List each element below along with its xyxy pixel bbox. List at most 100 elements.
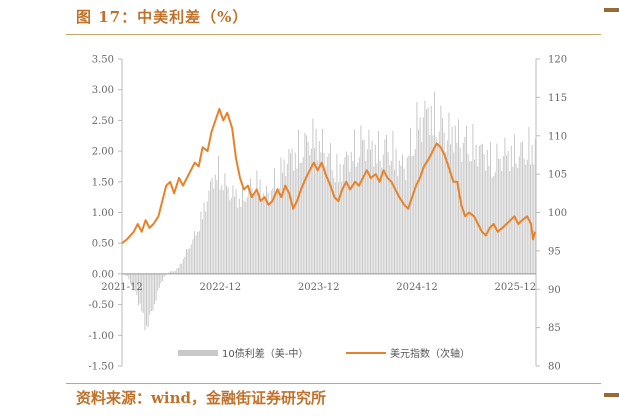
title-rule — [66, 34, 601, 35]
spread-bar — [147, 273, 149, 328]
spread-bar — [378, 131, 379, 274]
spread-bar — [360, 125, 362, 274]
x-tick-label: 2021-12 — [101, 282, 143, 293]
legend-spread-label: 10债利差（美-中） — [222, 347, 308, 360]
spread-bar — [237, 207, 239, 274]
spread-bar — [179, 264, 181, 274]
spread-bar — [253, 193, 255, 274]
spread-bar — [501, 171, 503, 274]
spread-bar — [262, 193, 264, 274]
right-tick-label: 115 — [548, 93, 567, 104]
spread-bar — [477, 166, 479, 274]
spread-bar — [275, 190, 277, 274]
spread-bar — [480, 144, 482, 274]
spread-bar — [203, 202, 205, 274]
spread-bar — [334, 182, 336, 274]
spread-bar — [259, 179, 261, 274]
spread-bar — [381, 167, 383, 274]
spread-bar — [422, 117, 424, 274]
spread-bar — [446, 140, 448, 274]
spread-bar — [451, 126, 453, 274]
spread-bar — [158, 273, 160, 288]
spread-bar — [150, 273, 152, 312]
spread-bar — [498, 158, 499, 274]
next-source-edge — [604, 393, 619, 397]
source-note: 资料来源：wind，金融街证券研究所 — [76, 389, 327, 407]
spread-bar — [186, 249, 187, 274]
spread-bar — [443, 132, 445, 274]
spread-bar — [240, 206, 242, 274]
spread-bar — [314, 148, 315, 274]
spread-bar — [394, 169, 395, 274]
right-tick-label: 100 — [548, 208, 567, 219]
spread-bar — [488, 165, 490, 274]
spread-bar — [293, 170, 295, 274]
spread-bars — [122, 91, 536, 331]
spread-bar — [192, 239, 194, 274]
spread-bar — [429, 134, 431, 274]
spread-bar — [470, 161, 472, 274]
spread-bar — [478, 145, 480, 274]
spread-bar — [320, 152, 322, 274]
spread-bar — [354, 129, 355, 274]
spread-bar — [421, 142, 423, 274]
spread-bar — [510, 145, 512, 274]
spread-bar — [432, 135, 434, 274]
left-tick-label: -1.50 — [88, 362, 114, 373]
spread-bar — [459, 147, 461, 274]
spread-bar — [242, 184, 243, 274]
spread-bar — [216, 179, 218, 274]
x-axis-labels: 2021-12 2022-12 2023-12 2024-12 2025-12 — [101, 282, 536, 293]
spread-bar — [270, 190, 272, 274]
x-tick-label: 2022-12 — [200, 282, 242, 293]
spread-bar — [229, 200, 231, 274]
spread-bar — [258, 197, 259, 274]
left-tick-label: -0.50 — [88, 300, 114, 311]
spread-bar — [174, 270, 176, 274]
spread-bar — [131, 273, 133, 286]
spread-bar — [267, 192, 269, 274]
spread-bar — [238, 198, 240, 274]
spread-bar — [472, 123, 474, 274]
spread-bar — [426, 109, 427, 274]
spread-bar — [435, 136, 437, 274]
spread-bar — [142, 273, 144, 313]
spread-bar — [210, 181, 211, 274]
spread-bar — [448, 112, 450, 274]
spread-bar — [173, 271, 175, 274]
spread-bar — [389, 165, 391, 274]
spread-bar — [434, 91, 435, 274]
spread-bar — [331, 170, 333, 274]
spread-bar — [339, 164, 341, 274]
left-tick-label: 3.00 — [92, 85, 114, 96]
spread-bar — [419, 117, 421, 274]
spread-bar — [306, 135, 307, 274]
right-axis: 120 115 110 105 100 95 90 85 80 — [535, 55, 567, 373]
spread-bar — [437, 142, 439, 274]
right-tick-label: 95 — [548, 246, 561, 257]
spread-bar — [291, 148, 293, 274]
right-tick-label: 80 — [548, 362, 561, 373]
spread-bar — [221, 185, 223, 274]
spread-bar — [531, 145, 533, 274]
spread-bar — [230, 198, 232, 274]
spread-bar — [370, 149, 371, 274]
spread-bar — [458, 119, 459, 274]
spread-bar — [152, 273, 154, 311]
spread-bar — [218, 155, 219, 274]
spread-bar — [290, 153, 291, 274]
spread-bar — [226, 185, 227, 274]
spread-bar — [286, 164, 288, 274]
spread-bar — [464, 136, 466, 274]
left-tick-label: 3.50 — [92, 55, 114, 66]
spread-bar — [160, 273, 162, 283]
spread-bar — [418, 129, 419, 274]
spread-bar — [200, 211, 202, 274]
spread-bar — [365, 160, 367, 274]
spread-bar — [213, 188, 215, 274]
spread-bar — [509, 170, 511, 274]
legend-spread-swatch — [178, 350, 218, 356]
spread-bar — [358, 157, 360, 274]
spread-bar — [461, 161, 463, 274]
